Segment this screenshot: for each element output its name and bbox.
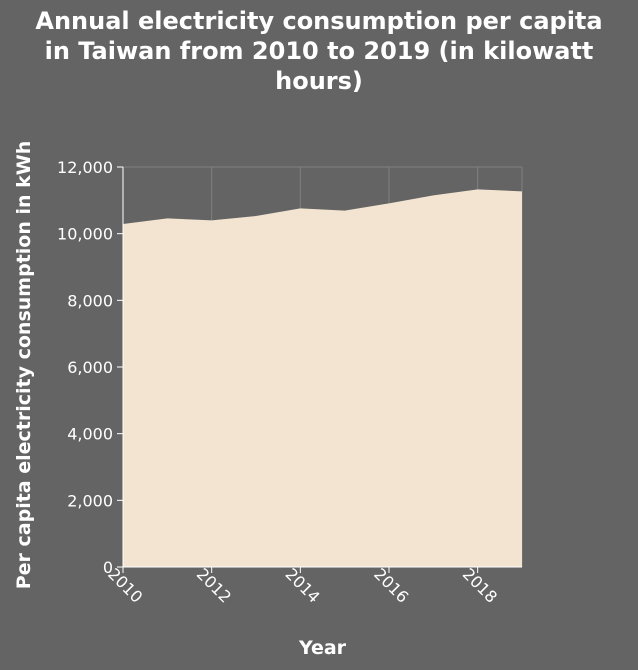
- x-tick-label: 2018: [459, 564, 501, 606]
- x-tick-label: 2014: [282, 564, 324, 606]
- y-tick-label: 12,000: [57, 158, 113, 177]
- x-tick-label: 2010: [104, 564, 146, 606]
- y-tick-label: 0: [103, 558, 113, 577]
- y-tick-label: 10,000: [57, 225, 113, 244]
- x-tick-label: 2016: [370, 564, 412, 606]
- area-series: [123, 189, 522, 568]
- y-tick-label: 2,000: [67, 491, 113, 510]
- y-tick-label: 8,000: [67, 291, 113, 310]
- x-axis-title: Year: [298, 637, 347, 659]
- chart-title: Annual electricity consumption per capit…: [35, 7, 603, 95]
- y-tick-label: 6,000: [67, 358, 113, 377]
- y-tick-label: 4,000: [67, 425, 113, 444]
- y-axis-title: Per capita electricity consumption in kW…: [13, 141, 35, 590]
- x-tick-label: 2012: [193, 564, 235, 606]
